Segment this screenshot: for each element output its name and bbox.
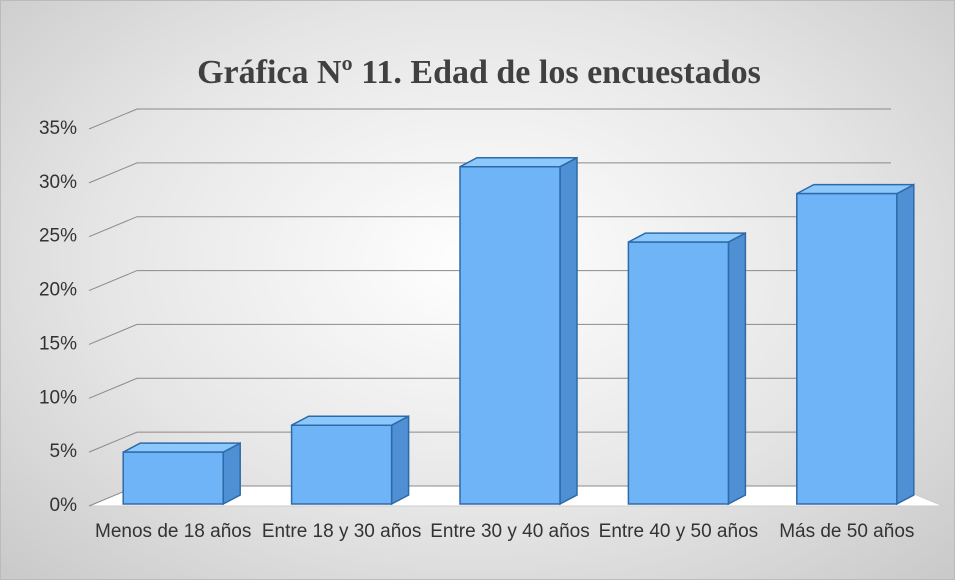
bar: [459, 156, 578, 506]
y-tick-label: 25%: [39, 226, 77, 247]
y-tick-label: 5%: [50, 441, 78, 462]
x-tick-label: Entre 40 y 50 años: [598, 521, 759, 542]
bar-side: [727, 231, 747, 506]
bar-side: [222, 441, 241, 506]
x-tick-label: Entre 18 y 30 años: [261, 521, 422, 542]
bar-top: [459, 156, 578, 168]
grid-line: [88, 162, 891, 184]
x-tick-label: Menos de 18 años: [95, 521, 252, 542]
bar-side: [390, 414, 410, 506]
bar: [796, 183, 915, 506]
x-tick-label: Más de 50 años: [779, 521, 915, 542]
grid-line: [88, 216, 891, 238]
bar-top: [122, 442, 241, 453]
bar: [627, 231, 747, 506]
bar: [290, 414, 410, 506]
y-tick-label: 30%: [39, 172, 77, 193]
bar-side: [559, 156, 578, 506]
bar: [122, 441, 241, 506]
y-tick-label: 15%: [39, 333, 77, 354]
grid-line: [88, 108, 891, 130]
chart-title: Gráfica Nº 11. Edad de los encuestados: [197, 54, 761, 91]
bar-front: [290, 424, 393, 505]
y-tick-label: 10%: [39, 387, 77, 408]
bar-top: [796, 183, 915, 195]
y-tick-label: 35%: [39, 118, 77, 139]
bar-front: [459, 165, 561, 505]
bar-front: [122, 451, 224, 505]
bar-top: [291, 415, 409, 426]
y-tick-label: 0%: [50, 495, 78, 516]
bar-front: [796, 192, 898, 505]
y-tick-label: 20%: [39, 280, 77, 301]
bar-side: [896, 183, 915, 506]
bar-top: [628, 232, 746, 243]
x-tick-label: Entre 30 y 40 años: [430, 521, 590, 542]
bar-front: [627, 241, 730, 505]
